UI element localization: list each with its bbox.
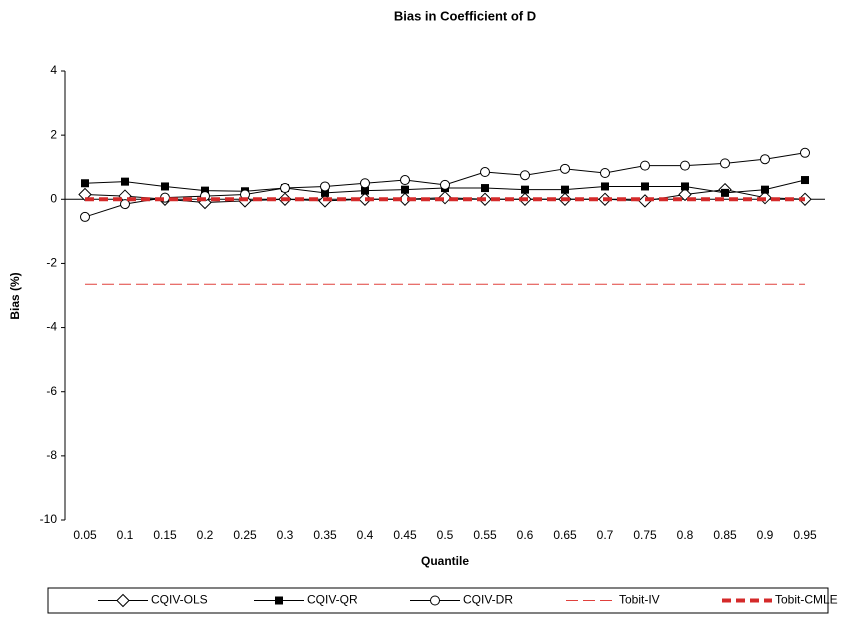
legend-label: Tobit-CMLE [775,593,838,607]
marker [400,175,410,186]
y-axis-label: Bias (%) [8,272,22,319]
marker [320,181,330,192]
marker [521,185,529,194]
marker [360,178,370,189]
y-tick-label: 4 [50,63,57,77]
marker [520,170,530,181]
marker [321,188,329,197]
x-tick-label: 0.4 [357,528,374,542]
x-tick-label: 0.25 [233,528,257,542]
marker [280,183,290,194]
legend-marker [275,596,283,605]
marker [401,185,409,194]
x-tick-label: 0.7 [597,528,614,542]
marker [601,182,609,191]
x-tick-label: 0.5 [437,528,454,542]
legend-label: Tobit-IV [619,593,660,607]
x-tick-label: 0.3 [277,528,294,542]
marker [680,160,690,171]
y-tick-label: -2 [46,256,57,270]
marker [201,186,209,195]
marker [640,160,650,171]
marker [121,177,129,186]
marker [761,185,769,194]
marker [720,158,730,169]
chart-title: Bias in Coefficient of D [394,8,536,23]
x-tick-label: 0.95 [793,528,817,542]
marker [440,179,450,190]
x-tick-label: 0.15 [153,528,177,542]
marker [480,167,490,178]
marker [80,211,90,222]
marker [561,185,569,194]
marker [560,163,570,174]
legend-marker [430,595,440,606]
y-tick-label: -10 [40,512,58,526]
x-tick-label: 0.9 [757,528,774,542]
legend-label: CQIV-DR [463,593,513,607]
legend-box [47,587,829,614]
x-tick-label: 0.65 [553,528,577,542]
y-tick-label: -8 [46,448,57,462]
marker [120,199,130,210]
x-tick-label: 0.6 [517,528,534,542]
x-tick-label: 0.85 [713,528,737,542]
marker [161,182,169,191]
x-tick-label: 0.1 [117,528,134,542]
x-tick-label: 0.45 [393,528,417,542]
x-tick-label: 0.55 [473,528,497,542]
marker [81,179,89,188]
x-tick-label: 0.2 [197,528,214,542]
legend-label: CQIV-OLS [151,593,208,607]
marker [721,188,729,197]
marker [800,147,810,158]
marker [801,176,809,185]
legend-label: CQIV-QR [307,593,358,607]
x-tick-label: 0.75 [633,528,657,542]
x-tick-label: 0.05 [73,528,97,542]
y-tick-label: 0 [50,191,57,205]
y-tick-label: -6 [46,384,57,398]
marker [600,167,610,178]
y-tick-label: 2 [50,127,57,141]
marker [481,184,489,193]
y-tick-label: -4 [46,320,57,334]
marker [361,186,369,195]
legend-marker [116,593,130,608]
marker [681,182,689,191]
x-tick-label: 0.8 [677,528,694,542]
x-axis-label: Quantile [421,554,469,568]
marker [760,154,770,165]
marker [641,182,649,191]
x-tick-label: 0.35 [313,528,337,542]
